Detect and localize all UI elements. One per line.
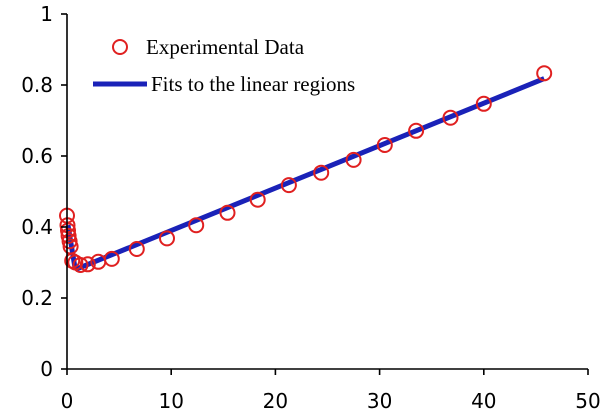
data-point bbox=[280, 177, 297, 194]
x-tick-label: 20 bbox=[263, 389, 288, 413]
plot-area bbox=[59, 65, 553, 273]
data-point bbox=[60, 227, 77, 244]
x-tick-label: 30 bbox=[367, 389, 392, 413]
x-tick-label: 40 bbox=[471, 389, 496, 413]
data-point bbox=[128, 241, 145, 257]
data-point bbox=[188, 217, 205, 234]
x-tick-label: 0 bbox=[61, 389, 74, 413]
data-point bbox=[408, 122, 425, 139]
y-tick-label: 0.4 bbox=[21, 215, 53, 239]
legend-marker-experimental-data bbox=[112, 39, 128, 55]
data-point bbox=[249, 191, 266, 208]
data-point bbox=[159, 230, 175, 247]
y-tick-label: 0.6 bbox=[21, 144, 53, 168]
data-point bbox=[60, 222, 76, 239]
y-tick-label: 1 bbox=[40, 2, 53, 26]
y-tick-label: 0.8 bbox=[21, 73, 53, 97]
y-tick-label: 0 bbox=[40, 357, 53, 381]
x-tick-label: 10 bbox=[158, 389, 183, 413]
legend-label-fits: Fits to the linear regions bbox=[151, 72, 355, 96]
legend-label-experimental-data: Experimental Data bbox=[146, 35, 305, 59]
data-point bbox=[442, 109, 459, 126]
data-point bbox=[345, 151, 362, 168]
data-point bbox=[313, 164, 330, 181]
y-tick-label: 0.2 bbox=[21, 286, 53, 310]
data-point bbox=[376, 137, 393, 153]
data-point bbox=[61, 233, 78, 250]
data-point bbox=[72, 257, 89, 273]
data-point bbox=[219, 204, 236, 221]
legend: Experimental Data Fits to the linear reg… bbox=[93, 35, 355, 96]
data-point bbox=[536, 65, 553, 82]
data-point bbox=[475, 95, 492, 112]
x-tick-label: 50 bbox=[575, 389, 600, 413]
data-point bbox=[103, 250, 120, 267]
fit-line-segment bbox=[74, 76, 546, 272]
data-point bbox=[79, 256, 96, 273]
